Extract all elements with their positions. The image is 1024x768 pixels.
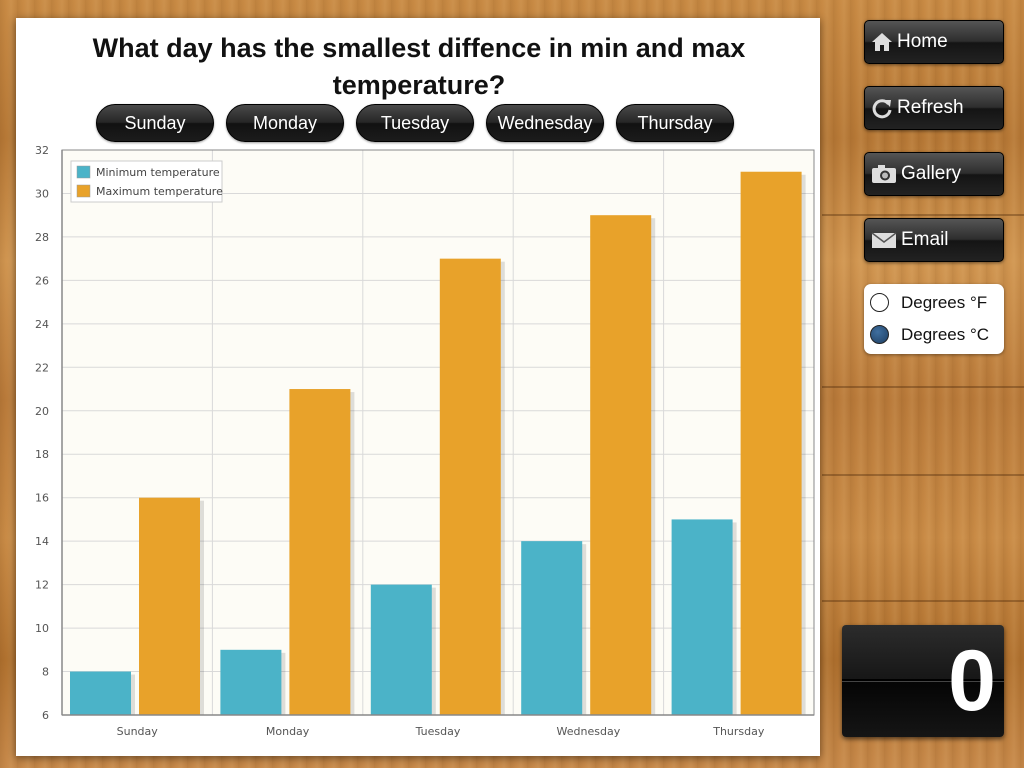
refresh-button[interactable]: Refresh [864,86,1004,130]
y-tick-label: 32 [35,144,49,157]
home-label: Home [897,31,948,52]
wood-seam [822,600,1024,602]
score-value: 0 [948,633,996,729]
y-tick-label: 22 [35,361,49,374]
y-tick-label: 20 [35,405,49,418]
refresh-label: Refresh [897,97,964,118]
fahrenheit-radio[interactable] [870,293,889,312]
legend-label: Minimum temperature [96,166,220,179]
bar-min-temperature [370,584,432,715]
answer-button-monday[interactable]: Monday [226,104,344,142]
y-tick-label: 18 [35,448,49,461]
flip-divider [842,679,1004,682]
answer-button-wednesday[interactable]: Wednesday [486,104,604,142]
wood-seam [822,214,1024,216]
x-tick-label: Tuesday [415,725,461,738]
bar-max-temperature [439,258,501,715]
answer-button-sunday[interactable]: Sunday [96,104,214,142]
bar-max-temperature [740,171,802,715]
gallery-label: Gallery [901,163,962,184]
temperature-unit-selector: Degrees °F Degrees °C [864,284,1004,354]
fahrenheit-label: Degrees °F [901,293,988,312]
x-tick-label: Thursday [712,725,765,738]
bar-max-temperature [139,497,200,715]
x-tick-label: Monday [266,725,310,738]
y-tick-label: 26 [35,274,49,287]
bar-min-temperature [671,519,733,715]
bar-max-temperature [289,389,351,715]
refresh-icon [872,99,892,119]
y-tick-label: 24 [35,318,49,331]
unit-option-celsius[interactable]: Degrees °C [870,322,1000,350]
score-display: 0 [842,625,1004,737]
question-title: What day has the smallest diffence in mi… [92,33,746,100]
unit-option-fahrenheit[interactable]: Degrees °F [870,290,1000,318]
plot-border [61,149,815,716]
answer-button-thursday[interactable]: Thursday [616,104,734,142]
celsius-label: Degrees °C [901,325,990,344]
y-tick-label: 14 [35,535,49,548]
y-tick-label: 30 [35,187,49,200]
answer-button-tuesday[interactable]: Tuesday [356,104,474,142]
x-tick-label: Sunday [117,725,159,738]
bar-min-temperature [220,649,282,715]
y-tick-label: 12 [35,579,49,592]
envelope-icon [871,232,897,248]
legend-box [70,160,223,203]
home-button[interactable]: Home [864,20,1004,64]
home-icon [872,33,892,51]
temperature-bar-chart: 6 8 10 12 14 16 18 20 22 24 26 28 30 32 Sunday Monday Tu… [35,144,815,738]
quiz-card: What day has the smallest diffence in mi… [16,18,820,756]
bar-min-temperature [521,541,583,715]
email-button[interactable]: Email [864,218,1004,262]
legend-label: Maximum temperature [96,185,223,198]
y-tick-label: 8 [42,666,49,679]
x-tick-label: Wednesday [557,725,621,738]
legend-swatch [76,184,91,198]
y-tick-label: 28 [35,231,49,244]
bar-min-temperature [70,671,131,715]
y-tick-label: 6 [42,709,49,722]
gallery-button[interactable]: Gallery [864,152,1004,196]
wood-seam [822,474,1024,476]
wood-seam [822,386,1024,388]
celsius-radio[interactable] [870,325,889,344]
y-tick-label: 10 [35,622,49,635]
camera-icon [872,165,896,183]
legend-swatch [76,165,91,179]
email-label: Email [901,229,949,250]
bar-max-temperature [590,215,652,715]
y-tick-label: 16 [35,492,49,505]
